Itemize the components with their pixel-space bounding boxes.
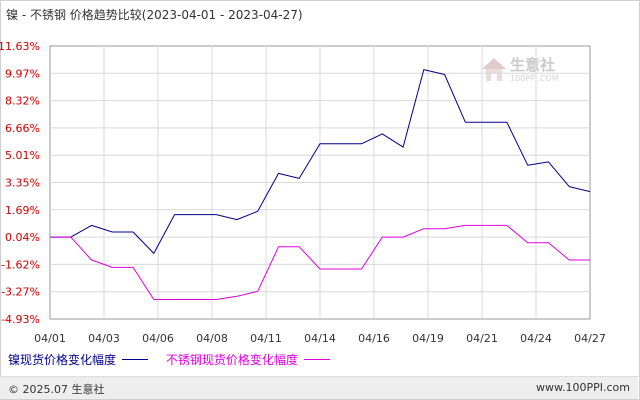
x-tick-label: 04/03 (88, 332, 120, 345)
x-tick-label: 04/14 (304, 332, 336, 345)
watermark-logo: 生意社 100PPI.COM (480, 52, 580, 92)
x-tick-label: 04/24 (520, 332, 552, 345)
watermark-text: 生意社 (510, 56, 556, 74)
footer-bar: © 2025.07 生意社 www.100PPI.com (0, 376, 638, 399)
x-tick-label: 04/19 (412, 332, 444, 345)
x-tick-label: 04/21 (466, 332, 498, 345)
y-tick-label: 1.69% (5, 204, 40, 217)
y-tick-label: -3.27% (1, 286, 40, 299)
legend-swatch-nickel (122, 359, 149, 360)
y-tick-label: 3.35% (5, 177, 40, 190)
legend-item-nickel: 镍现货价格变化幅度 (8, 351, 149, 368)
x-tick-label: 04/01 (34, 332, 66, 345)
x-tick-label: 04/27 (574, 332, 606, 345)
legend-item-stainless: 不锈钢现货价格变化幅度 (166, 351, 330, 368)
x-tick-label: 04/16 (358, 332, 390, 345)
series-line-stainless (50, 224, 590, 300)
footer-site-link[interactable]: www.100PPI.com (536, 381, 630, 394)
series-line-nickel (50, 69, 591, 254)
watermark-sub: 100PPI.COM (510, 74, 559, 83)
legend: 镍现货价格变化幅度 不锈钢现货价格变化幅度 (8, 351, 344, 368)
y-tick-label: -4.93% (1, 313, 40, 326)
y-tick-label: -1.62% (1, 258, 40, 271)
y-tick-label: 5.01% (5, 149, 40, 162)
chart-title: 镍 - 不锈钢 价格趋势比较(2023-04-01 - 2023-04-27) (6, 8, 303, 22)
y-tick-label: 9.97% (5, 67, 40, 80)
legend-label-stainless: 不锈钢现货价格变化幅度 (165, 353, 298, 367)
footer-copyright: © 2025.07 生意社 (8, 383, 105, 396)
y-tick-label: 0.04% (5, 231, 40, 244)
house-logo-icon (482, 58, 506, 81)
y-tick-label: 6.66% (5, 122, 40, 135)
x-tick-label: 04/06 (142, 332, 174, 345)
y-tick-label: 8.32% (5, 95, 40, 108)
x-tick-label: 04/11 (250, 332, 282, 345)
x-tick-label: 04/08 (196, 332, 228, 345)
line-chart: 11.63% 9.97% 8.32% 6.66% 5.01% 3.35% 1.69% 0.04… (0, 40, 606, 345)
legend-swatch-stainless (303, 359, 330, 360)
legend-label-nickel: 镍现货价格变化幅度 (8, 353, 117, 367)
y-tick-label: 11.63% (0, 40, 40, 53)
